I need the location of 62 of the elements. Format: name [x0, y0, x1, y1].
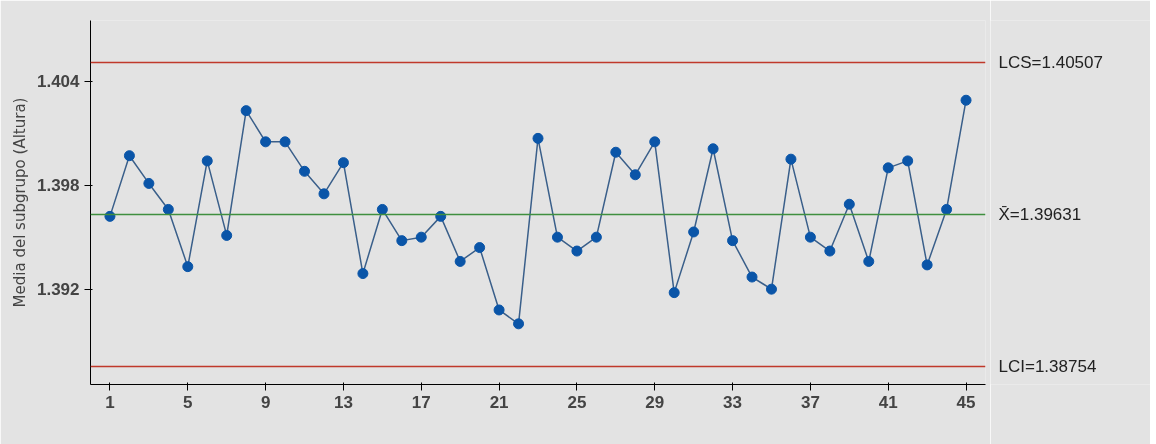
point	[688, 226, 700, 238]
x-tick-label: 45	[956, 392, 976, 412]
x-tick-label: 25	[567, 392, 587, 412]
point	[902, 155, 914, 167]
point	[513, 318, 525, 330]
point	[376, 203, 388, 215]
point	[590, 231, 602, 243]
point	[765, 283, 777, 295]
ref-line-label: X̄=1.39631	[998, 204, 1082, 224]
x-tick-label: 1	[105, 392, 115, 412]
point	[551, 231, 563, 243]
point	[357, 268, 369, 280]
point	[804, 231, 816, 243]
x-tick-label: 21	[489, 392, 509, 412]
point	[532, 132, 544, 144]
point	[727, 235, 739, 247]
x-tick-label: 9	[260, 392, 271, 412]
point	[201, 155, 213, 167]
point	[396, 235, 408, 247]
point	[454, 255, 466, 267]
point	[843, 198, 855, 210]
point	[668, 287, 680, 299]
y-tick-label: 1.404	[36, 72, 81, 92]
point	[240, 105, 252, 117]
x-tick-label: 33	[723, 392, 743, 412]
point	[785, 153, 797, 165]
point	[221, 229, 233, 241]
point	[707, 143, 719, 155]
point	[960, 94, 972, 106]
point	[629, 169, 641, 181]
point	[143, 177, 155, 189]
point	[649, 136, 661, 148]
x-tick-label: 29	[645, 392, 665, 412]
y-axis-title: Media del subgrupo (Altura)	[10, 97, 29, 308]
point	[299, 165, 311, 177]
point	[474, 242, 486, 254]
point	[415, 231, 427, 243]
point	[279, 136, 291, 148]
point	[746, 271, 758, 283]
x-tick-label: 41	[878, 392, 898, 412]
x-tick-label: 37	[800, 392, 820, 412]
x-tick-label: 17	[411, 392, 431, 412]
point	[123, 150, 135, 162]
point	[337, 157, 349, 169]
point	[824, 245, 836, 257]
ref-line-label: LCS=1.40507	[998, 53, 1103, 73]
point	[882, 162, 894, 174]
point	[162, 203, 174, 215]
point	[260, 136, 272, 148]
y-tick-label: 1.398	[36, 176, 80, 196]
point	[863, 255, 875, 267]
y-tick-label: 1.392	[36, 280, 80, 300]
point	[182, 261, 194, 273]
x-tick-label: 13	[333, 392, 353, 412]
ref-line-label: LCI=1.38754	[998, 356, 1097, 376]
point	[921, 259, 933, 271]
point	[318, 188, 330, 200]
point	[493, 304, 505, 316]
point	[610, 146, 622, 158]
point	[571, 245, 583, 257]
point	[941, 203, 953, 215]
x-tick-label: 5	[183, 392, 193, 412]
